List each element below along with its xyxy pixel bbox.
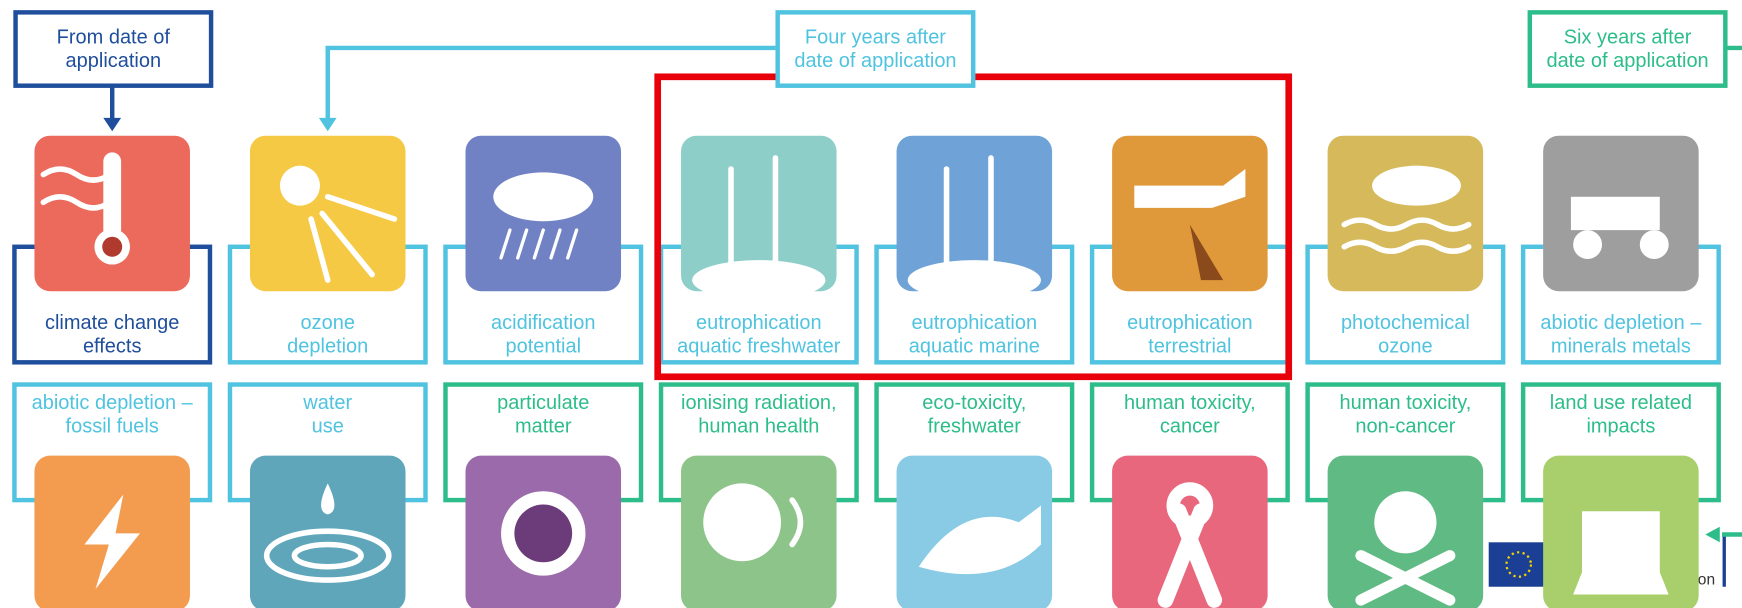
icon	[1112, 136, 1268, 292]
glyph	[908, 260, 1041, 300]
category-label: ozone	[301, 312, 355, 334]
connector	[328, 48, 776, 120]
glyph	[703, 483, 781, 561]
category-label: impacts	[1586, 415, 1655, 437]
category-label: effects	[83, 335, 142, 357]
glyph	[692, 260, 825, 300]
page: {"headers": [ {"lines": ["From date of",…	[0, 0, 1742, 608]
category-label: human toxicity,	[1339, 392, 1471, 414]
category-label: depletion	[287, 335, 368, 357]
header-text: application	[66, 50, 162, 72]
icon	[1328, 136, 1484, 292]
category-label: photochemical	[1341, 312, 1470, 334]
glyph	[1573, 230, 1602, 259]
category-label: eutrophication	[912, 312, 1038, 334]
glyph	[1374, 491, 1436, 553]
logo-text: on	[1698, 572, 1715, 589]
glyph	[1571, 197, 1660, 230]
category-label: non-cancer	[1355, 415, 1455, 437]
header-text: date of application	[1546, 50, 1708, 72]
glyph	[280, 166, 320, 206]
category: eco-toxicity,freshwater	[877, 385, 1073, 608]
category-label: eutrophication	[1127, 312, 1253, 334]
category-label: ozone	[1378, 335, 1432, 357]
category-label: aquatic marine	[909, 335, 1040, 357]
category-label: fossil fuels	[66, 415, 159, 437]
category-label: acidification	[491, 312, 595, 334]
glyph	[1573, 511, 1669, 594]
glyph	[103, 152, 121, 241]
category: human toxicity,cancer	[1092, 385, 1288, 608]
category-label: water	[302, 392, 352, 414]
glyph	[1372, 166, 1461, 206]
eu-flag	[1489, 542, 1550, 586]
category: abiotic depletion –minerals metals	[1523, 136, 1719, 363]
header-text: Six years after	[1564, 26, 1692, 48]
header-text: date of application	[794, 50, 956, 72]
category-label: particulate	[497, 392, 589, 414]
arrow-head	[1705, 527, 1719, 543]
category-label: freshwater	[928, 415, 1022, 437]
arrow-head	[103, 118, 121, 131]
category-label: abiotic depletion –	[32, 392, 194, 414]
glyph	[1640, 230, 1669, 259]
category: human toxicity,non-cancer	[1308, 385, 1504, 608]
header-text: Four years after	[805, 26, 946, 48]
category-label: land use related	[1550, 392, 1692, 414]
category: abiotic depletion –fossil fuels	[14, 385, 210, 608]
header-text: From date of	[57, 26, 171, 48]
category-label: ionising radiation,	[681, 392, 837, 414]
category-label: use	[312, 415, 344, 437]
glyph	[102, 237, 122, 257]
category-label: matter	[515, 415, 572, 437]
arrow-head	[319, 118, 337, 131]
category-label: minerals metals	[1551, 335, 1691, 357]
category-label: eco-toxicity,	[922, 392, 1026, 414]
category-label: potential	[505, 335, 581, 357]
category-label: terrestrial	[1148, 335, 1231, 357]
category-label: human health	[698, 415, 819, 437]
glyph	[514, 505, 572, 563]
category-label: abiotic depletion –	[1540, 312, 1702, 334]
category-label: human toxicity,	[1124, 392, 1256, 414]
diagram: on climate changeeffectsozonedepletionac…	[0, 0, 1742, 608]
glyph	[493, 172, 593, 221]
category: ionising radiation,human health	[661, 385, 857, 608]
category-label: aquatic freshwater	[677, 335, 841, 357]
category-label: cancer	[1160, 415, 1220, 437]
category-label: climate change	[45, 312, 179, 334]
category-label: eutrophication	[696, 312, 822, 334]
